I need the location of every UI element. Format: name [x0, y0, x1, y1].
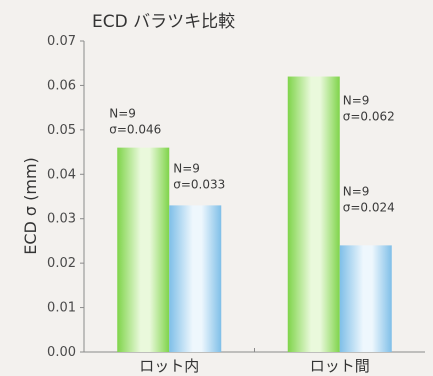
- y-tick-label: 0.01: [47, 301, 76, 316]
- bar-1-1: [339, 245, 392, 352]
- y-tick-label: 0.02: [47, 256, 76, 271]
- y-tick-label: 0.00: [47, 345, 76, 360]
- y-axis-label: ECD σ (mm): [21, 157, 40, 255]
- y-tick-label: 0.04: [47, 167, 76, 182]
- x-category-label: ロット間: [310, 357, 370, 375]
- annotation-n: N=9: [173, 161, 200, 175]
- bar-0-1: [169, 205, 222, 352]
- bar-0-0: [117, 147, 170, 352]
- annotation-n: N=9: [343, 184, 370, 198]
- y-tick-label: 0.03: [47, 212, 76, 227]
- plot-area: 0.00 0.01 0.02 0.03 0.04 0.05 0.06 0.07 ロット内 ロット間…: [47, 34, 425, 375]
- annotation-n: N=9: [109, 107, 136, 121]
- x-category-label: ロット内: [139, 357, 199, 375]
- bar-1-0: [287, 76, 340, 353]
- chart-title: ECD バラツキ比較: [92, 12, 235, 32]
- annotation-sigma: σ=0.046: [109, 123, 161, 137]
- y-tick-label: 0.07: [47, 34, 76, 49]
- y-tick-label: 0.06: [47, 78, 76, 93]
- annotation-sigma: σ=0.033: [173, 177, 225, 191]
- annotation-sigma: σ=0.062: [343, 110, 395, 124]
- annotation-n: N=9: [343, 94, 370, 108]
- y-tick-label: 0.05: [47, 123, 76, 138]
- annotation-sigma: σ=0.024: [343, 200, 395, 214]
